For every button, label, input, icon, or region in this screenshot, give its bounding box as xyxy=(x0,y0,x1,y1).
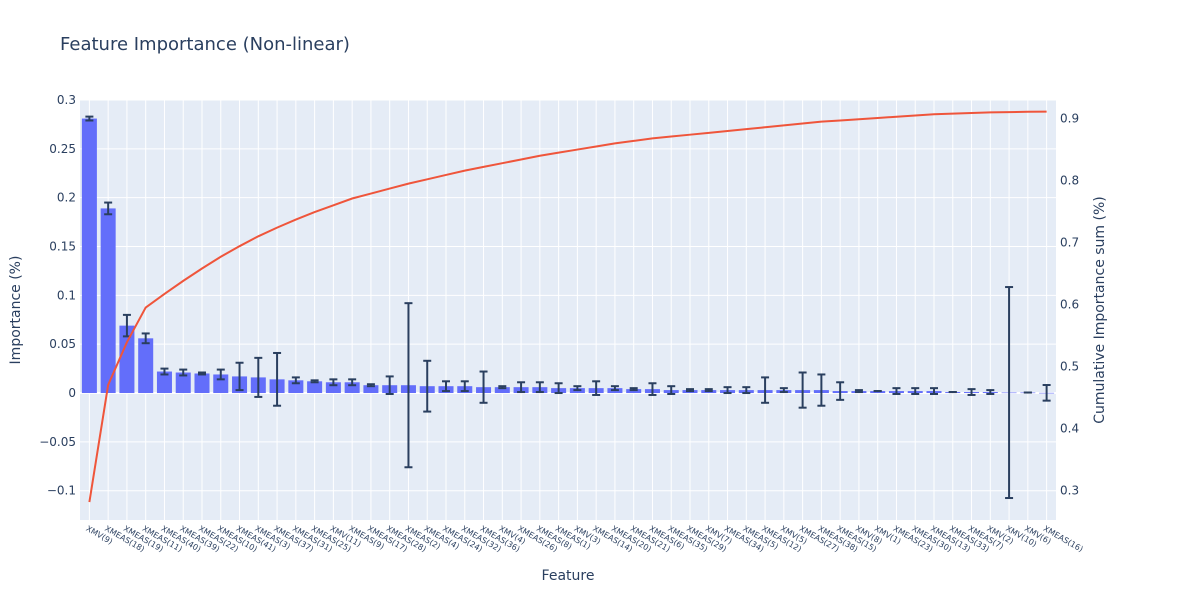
importance-bar xyxy=(175,372,191,394)
error-bar xyxy=(160,367,169,376)
importance-bar xyxy=(138,338,154,394)
error-bar xyxy=(404,302,413,469)
error-bar xyxy=(704,388,713,393)
error-bar xyxy=(273,351,282,407)
y-tick-label: 0.2 xyxy=(57,191,76,205)
error-bar xyxy=(986,389,995,395)
error-bar xyxy=(141,332,150,345)
error-bar xyxy=(104,201,113,216)
y-tick-label: 0.05 xyxy=(49,337,76,351)
error-bar xyxy=(629,387,638,392)
error-bar xyxy=(779,387,788,394)
y2-tick-label: 0.6 xyxy=(1060,297,1079,311)
error-bar xyxy=(723,386,732,395)
error-bar xyxy=(535,381,544,394)
y2-tick-label: 0.4 xyxy=(1060,421,1079,435)
y2-tick-label: 0.3 xyxy=(1060,483,1079,497)
error-bar xyxy=(892,387,901,395)
error-bar xyxy=(592,380,601,396)
error-bars xyxy=(85,115,1051,500)
error-bar xyxy=(798,371,807,409)
error-bar xyxy=(216,368,225,381)
error-bar xyxy=(667,385,676,395)
importance-bar xyxy=(100,208,116,394)
y-axis-ticks: −0.1 −0.05 0 0.05 0.1 0.15 0.2 0.25 0.3 xyxy=(39,93,76,498)
error-bar xyxy=(854,389,863,394)
y-tick-label: −0.05 xyxy=(39,435,76,449)
error-bar xyxy=(291,376,300,385)
importance-bar xyxy=(363,385,379,394)
cumulative-line xyxy=(88,110,1047,503)
y-tick-label: 0.15 xyxy=(49,240,76,254)
error-bar xyxy=(310,379,319,384)
y-axis-title: Importance (%) xyxy=(8,256,24,365)
error-bar xyxy=(498,385,507,390)
y2-tick-label: 0.8 xyxy=(1060,174,1079,188)
importance-bar xyxy=(119,325,135,394)
error-bar xyxy=(573,385,582,392)
importance-bar xyxy=(494,387,510,394)
error-bar xyxy=(235,361,244,392)
error-bar xyxy=(836,381,845,401)
importance-bar xyxy=(156,371,172,394)
error-bar xyxy=(254,356,263,398)
cumulative-line-layer xyxy=(88,110,1047,503)
error-bar xyxy=(479,370,488,404)
importance-bar xyxy=(344,382,360,394)
error-bar xyxy=(817,373,826,407)
error-bar xyxy=(911,387,920,395)
error-bar xyxy=(967,388,976,396)
importance-bar xyxy=(325,382,341,394)
y2-tick-label: 0.7 xyxy=(1060,235,1079,249)
error-bar xyxy=(930,387,938,395)
error-bar xyxy=(517,381,526,394)
error-bar xyxy=(385,375,394,395)
error-bar xyxy=(554,382,563,395)
error-bar xyxy=(761,376,770,404)
importance-bar xyxy=(194,373,210,394)
y-tick-label: 0.3 xyxy=(57,93,76,107)
grid-lines xyxy=(80,99,1056,520)
error-bar xyxy=(1042,384,1051,402)
error-bar xyxy=(198,371,206,376)
y2-tick-label: 0.9 xyxy=(1060,112,1079,126)
y2-axis-title: Cumulative Importance sum (%) xyxy=(1092,196,1108,424)
chart-title: Feature Importance (Non-linear) xyxy=(60,34,350,55)
error-bar xyxy=(742,386,751,395)
error-bar xyxy=(348,378,357,387)
x-axis-ticks: XMV(9)XMEAS(18)XMEAS(19)XMEAS(11)XMEAS(4… xyxy=(84,524,1084,554)
y-tick-label: 0.1 xyxy=(57,288,76,302)
error-bar xyxy=(460,380,469,393)
error-bar xyxy=(686,388,694,393)
error-bar xyxy=(366,383,375,388)
error-bar xyxy=(442,380,450,393)
error-bar xyxy=(329,378,338,387)
error-bar xyxy=(85,115,94,122)
y2-tick-label: 0.5 xyxy=(1060,359,1079,373)
importance-bar xyxy=(81,118,97,394)
importance-bar xyxy=(307,381,323,394)
error-bar xyxy=(648,382,657,396)
plot-area xyxy=(80,100,1056,520)
error-bar xyxy=(179,368,188,377)
y-tick-label: 0 xyxy=(68,386,76,400)
error-bar xyxy=(1005,286,1014,500)
x-axis-title: Feature xyxy=(542,568,595,584)
y-tick-label: −0.1 xyxy=(47,484,76,498)
error-bar xyxy=(610,385,619,392)
error-bar xyxy=(423,359,432,413)
y-tick-label: 0.25 xyxy=(49,142,76,156)
y2-axis-ticks: 0.3 0.4 0.5 0.6 0.7 0.8 0.9 xyxy=(1060,112,1079,498)
